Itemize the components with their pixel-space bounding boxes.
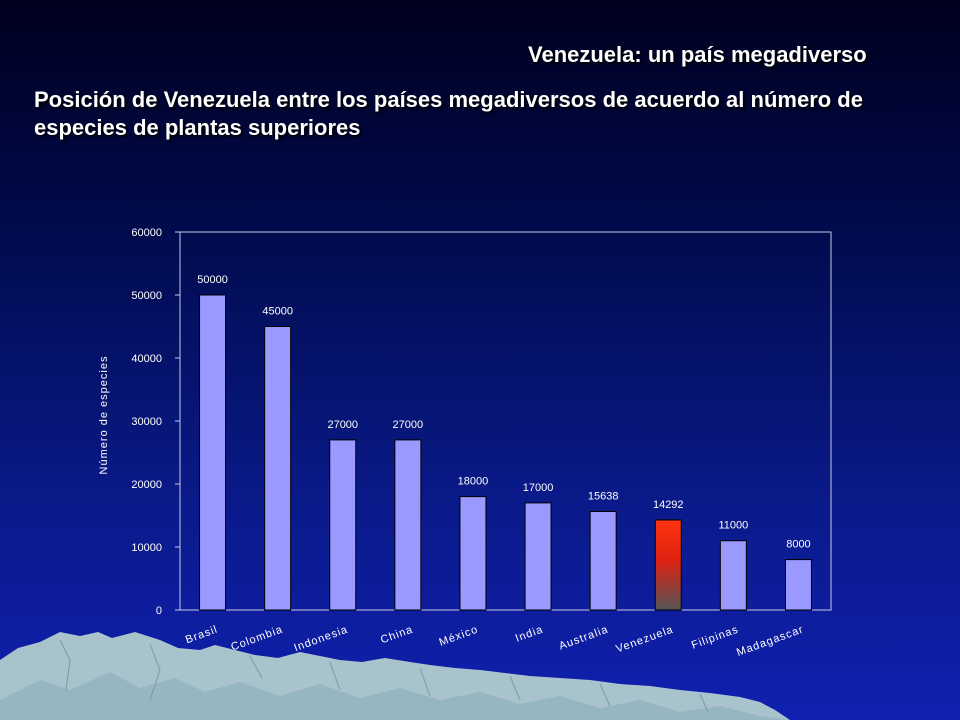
data-label: 17000 — [523, 482, 554, 494]
data-label: 27000 — [327, 419, 358, 431]
bar-venezuela — [654, 519, 682, 611]
y-tick-label: 50000 — [131, 290, 162, 302]
y-tick-label: 60000 — [131, 227, 162, 239]
mountain-ridge-shading — [0, 672, 790, 720]
mountain-ridge-lines — [59, 639, 709, 713]
data-label: 14292 — [653, 499, 684, 511]
slide-title: Venezuela: un país megadiverso — [528, 42, 867, 67]
bar-méxico — [459, 496, 487, 611]
data-label: 27000 — [393, 419, 424, 431]
data-label: 11000 — [718, 520, 748, 532]
data-label: 18000 — [458, 476, 489, 488]
data-label: 50000 — [197, 274, 228, 286]
y-tick-label: 0 — [156, 605, 162, 617]
bar-colombia — [264, 326, 292, 611]
data-label: 15638 — [588, 490, 619, 502]
y-axis-ticks: 0 10000 20000 30000 40000 50000 60000 — [131, 227, 180, 617]
y-tick-label: 40000 — [131, 353, 162, 365]
bar-filipinas — [719, 540, 747, 611]
bar-india — [524, 502, 552, 611]
slide-subtitle: Posición de Venezuela entre los países m… — [34, 87, 863, 140]
data-label: 45000 — [262, 306, 293, 318]
bar-indonesia — [329, 439, 357, 611]
bars-group — [199, 294, 812, 611]
bar-australia — [589, 510, 617, 611]
y-tick-label: 30000 — [131, 416, 162, 428]
y-tick-label: 20000 — [131, 479, 162, 491]
data-label: 8000 — [786, 539, 810, 551]
bar-china — [394, 439, 422, 611]
y-tick-label: 10000 — [131, 542, 162, 554]
bar-brasil — [199, 294, 227, 611]
y-axis-label: Número de especies — [98, 356, 110, 475]
bar-madagascar — [784, 559, 812, 611]
